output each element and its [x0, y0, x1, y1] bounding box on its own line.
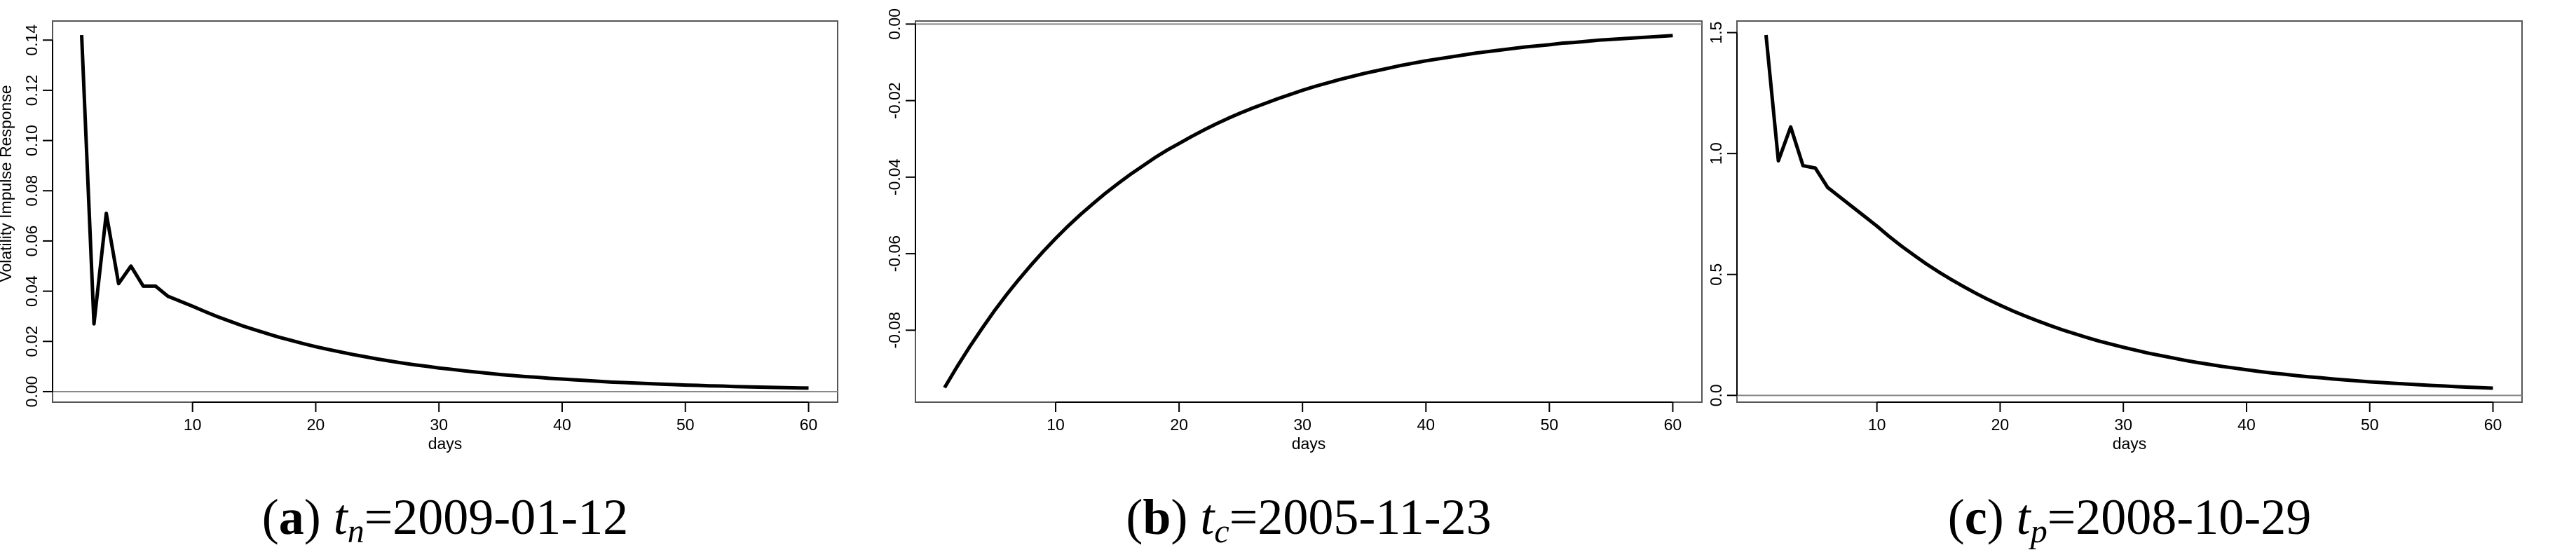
x-tick-label: 10	[184, 415, 202, 434]
x-axis-label: days	[1292, 434, 1326, 453]
x-axis-label: days	[2113, 434, 2147, 453]
x-tick-label: 20	[1991, 415, 2010, 434]
data-line	[943, 34, 1673, 389]
y-tick-label: -0.08	[885, 312, 904, 348]
x-tick-label: 60	[800, 415, 818, 434]
caption-rest: =2005-11-23	[1229, 489, 1492, 545]
x-tick-label: 50	[1541, 415, 1559, 434]
panel: 10 20 30 40 50 60 days 0.00 0.02 0.04 0.06 0.08 0.10…	[0, 20, 838, 550]
x-tick-label: 30	[2114, 415, 2132, 434]
x-tick-label: 20	[307, 415, 325, 434]
x-tick-label: 30	[1293, 415, 1311, 434]
caption-var: t	[2017, 489, 2032, 545]
x-tick-label: 40	[1417, 415, 1435, 434]
caption-sub: c	[1214, 513, 1229, 550]
y-tick-label: 0.08	[22, 175, 41, 207]
x-tick-label: 60	[2484, 415, 2502, 434]
y-tick-label: 0.00	[885, 8, 904, 40]
caption-open: (	[1126, 489, 1143, 545]
y-tick-label: -0.04	[885, 158, 904, 195]
caption-close: )	[1987, 489, 2004, 545]
x-tick-label: 40	[2237, 415, 2256, 434]
caption-rest: =2008-10-29	[2047, 489, 2312, 545]
x-tick-label: 50	[2361, 415, 2379, 434]
caption-sub: n	[348, 513, 364, 550]
caption-rest: =2009-01-12	[364, 489, 629, 545]
x-tick-label: 40	[553, 415, 571, 434]
data-line	[79, 34, 809, 390]
caption-close: )	[1171, 489, 1187, 545]
x-tick-label: 10	[1868, 415, 1886, 434]
y-tick-label: -0.06	[885, 235, 904, 272]
caption: (a) tn=2009-01-12	[262, 489, 629, 550]
y-tick-label: 0.0	[1707, 384, 1725, 406]
y-tick-label: 0.12	[22, 75, 41, 106]
caption-open: (	[262, 489, 279, 545]
x-tick-label: 50	[676, 415, 695, 434]
caption-var: t	[334, 489, 349, 545]
x-tick-label: 20	[1170, 415, 1188, 434]
caption: (b) tc=2005-11-23	[1126, 489, 1491, 550]
panel: 10 20 30 40 50 60 days -0.08 -0.06 -0.04 -0.02 0.00…	[885, 8, 1703, 550]
x-tick-label: 60	[1664, 415, 1682, 434]
caption-close: )	[304, 489, 321, 545]
x-axis-label: days	[428, 434, 463, 453]
y-axis-label: Volatility Impulse Response	[0, 85, 15, 282]
caption-label: a	[279, 489, 304, 545]
y-tick-label: 0.5	[1707, 263, 1725, 286]
plot-frame	[1736, 20, 2523, 403]
caption-var: t	[1200, 489, 1215, 545]
plot-frame	[915, 20, 1703, 403]
data-line	[1764, 34, 2493, 390]
caption-sub: p	[2029, 513, 2047, 550]
y-tick-label: 0.14	[22, 25, 41, 56]
caption-open: (	[1948, 489, 1965, 545]
caption-label: c	[1965, 489, 1987, 545]
plot-frame	[52, 20, 838, 403]
y-tick-label: 1.0	[1707, 142, 1725, 165]
caption: (c) tp=2008-10-29	[1948, 489, 2312, 550]
x-tick-label: 30	[430, 415, 448, 434]
panel: 10 20 30 40 50 60 days 0.0 0.5 1.0 1.5 (c) tp=2008-1…	[1707, 20, 2523, 550]
y-tick-label: 0.02	[22, 326, 41, 357]
y-tick-label: 0.00	[22, 376, 41, 408]
y-tick-label: 0.06	[22, 226, 41, 257]
y-tick-label: 0.04	[22, 275, 41, 307]
y-tick-label: -0.02	[885, 82, 904, 118]
y-tick-label: 0.10	[22, 125, 41, 156]
caption-label: b	[1143, 489, 1171, 545]
x-tick-label: 10	[1047, 415, 1065, 434]
y-tick-label: 1.5	[1707, 22, 1725, 44]
